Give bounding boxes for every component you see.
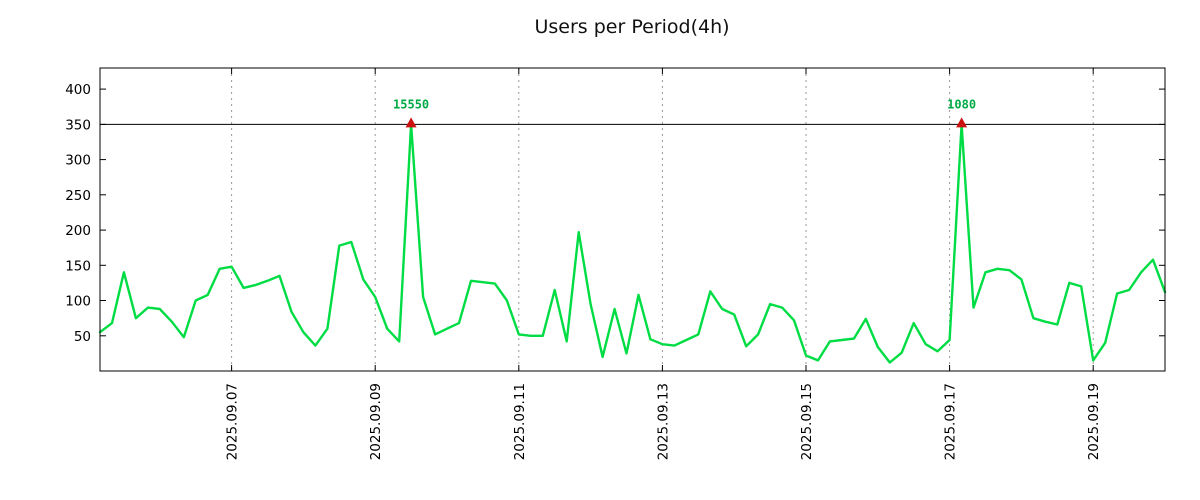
x-tick-label: 2025.09.19 (1086, 383, 1102, 460)
y-tick-label: 150 (65, 258, 91, 274)
y-tick-label: 350 (65, 117, 91, 133)
x-tick-label: 2025.09.15 (799, 383, 815, 460)
y-tick-label: 400 (65, 82, 91, 98)
y-tick-label: 250 (65, 188, 91, 204)
y-tick-label: 300 (65, 153, 91, 169)
chart-title: Users per Period(4h) (534, 16, 730, 38)
series-line-users (98, 123, 1167, 364)
peak-value-label: 15550 (393, 97, 429, 111)
y-tick-label: 200 (65, 223, 91, 239)
y-tick-label: 100 (65, 294, 91, 310)
x-tick-label: 2025.09.09 (368, 383, 384, 460)
y-tick-label: 50 (74, 329, 91, 345)
peak-marker-icon (956, 117, 968, 128)
x-tick-label: 2025.09.11 (512, 383, 528, 460)
peak-value-label: 1080 (947, 97, 976, 111)
plot-border (99, 67, 1166, 372)
x-tick-label: 2025.09.17 (943, 383, 959, 460)
x-tick-label: 2025.09.07 (225, 383, 241, 460)
peak-marker-icon (405, 117, 417, 128)
x-tick-label: 2025.09.13 (655, 383, 671, 460)
